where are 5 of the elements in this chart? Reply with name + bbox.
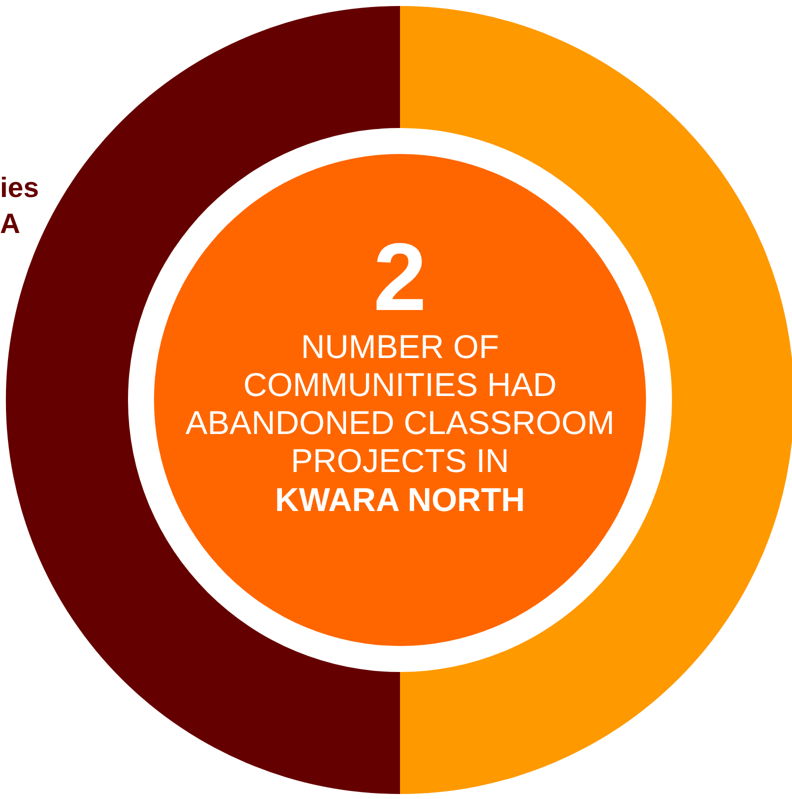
text: NUMBER OF COMMUNITIES HAD ABANDONED CLASSROOM PROJECTS IN: [184, 328, 616, 480]
text: KWARA NORTH: [274, 480, 526, 520]
text: 2: [372, 224, 428, 331]
text: ies: [0, 171, 39, 205]
text: A: [0, 207, 22, 241]
